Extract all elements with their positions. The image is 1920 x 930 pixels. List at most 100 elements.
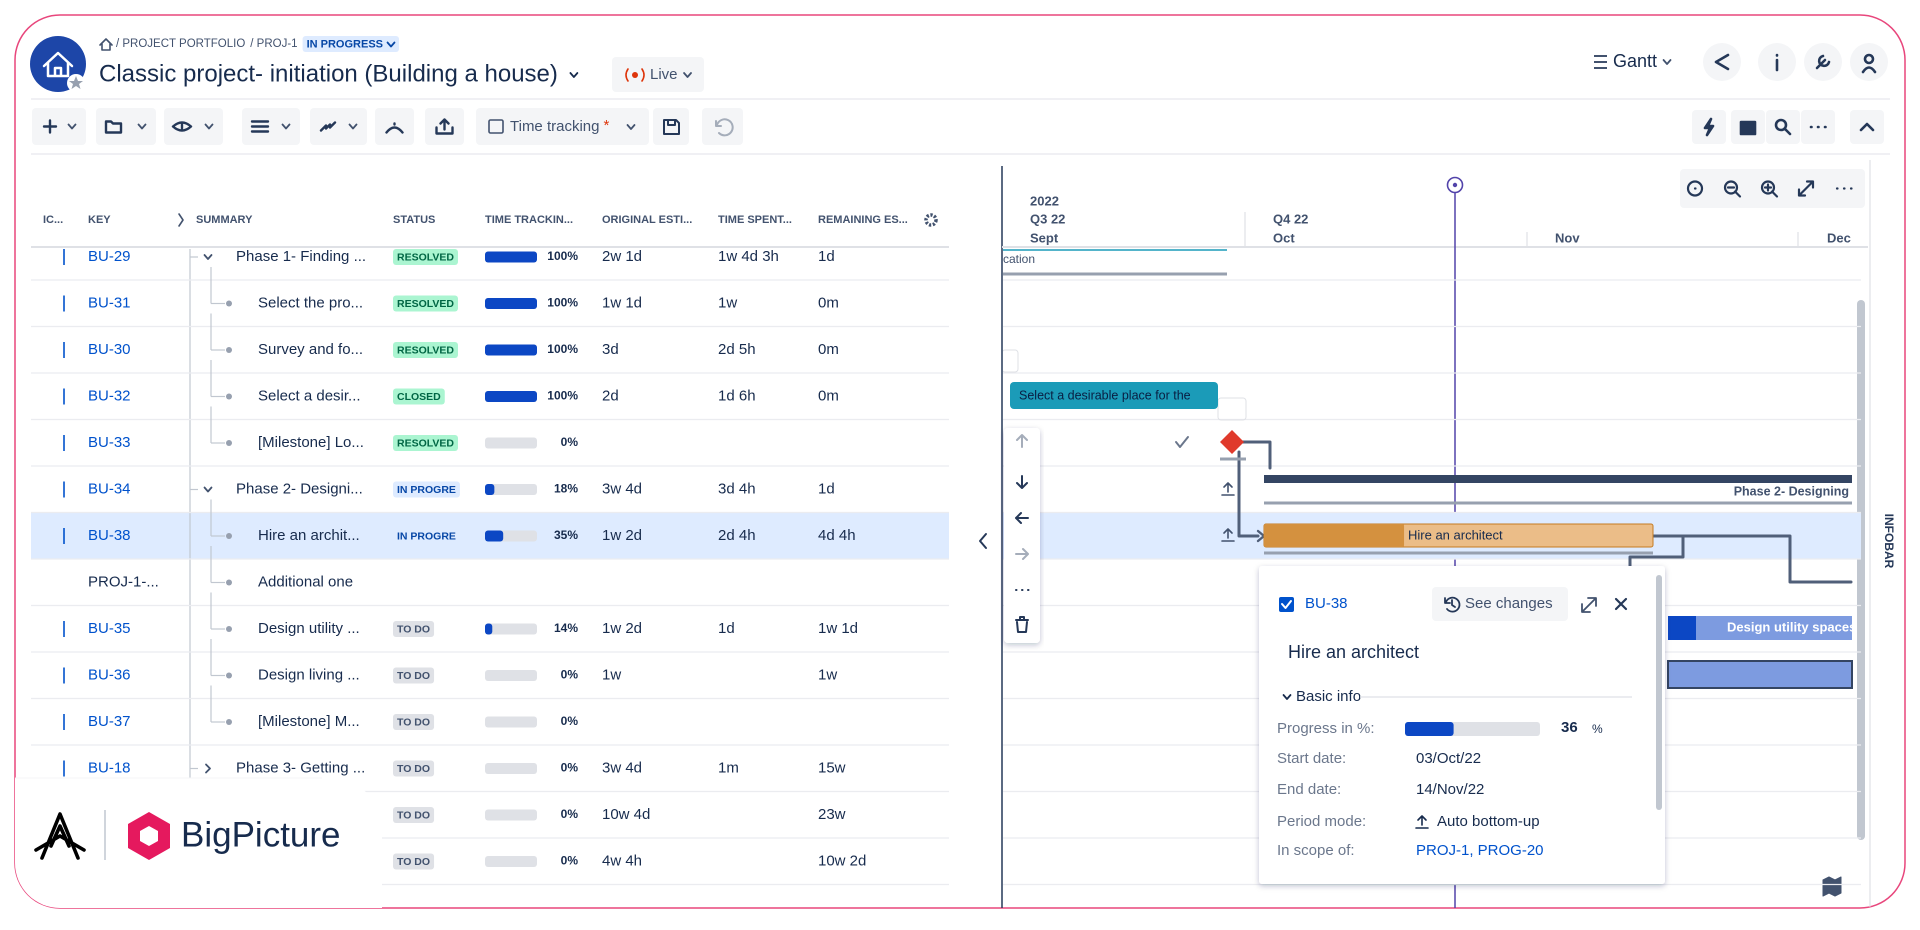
breadcrumb-item[interactable]: / PROJ-1	[250, 38, 297, 50]
table-row[interactable]: BU-34 Phase 2- Designi... IN PROGRE 18% 3w 4…	[31, 480, 949, 514]
bar-action-icon[interactable]	[1015, 512, 1029, 524]
popup-issue-key[interactable]: BU-38	[1305, 595, 1348, 612]
timeline-month: Sept	[1030, 230, 1059, 245]
toolbar-icon	[104, 120, 123, 134]
column-header[interactable]: STATUS	[393, 214, 435, 226]
issue-key[interactable]: BU-29	[88, 248, 131, 265]
column-header[interactable]: TIME SPENT...	[718, 214, 792, 226]
dependency-line	[1238, 440, 1272, 470]
field-label: End date:	[1277, 781, 1341, 798]
task-bar-remaining[interactable]	[1668, 616, 1852, 640]
toolbar-button[interactable]	[164, 108, 223, 145]
progress-value[interactable]: 36	[1561, 719, 1578, 736]
table-row[interactable]: BU-32 Select a desir... CLOSED 100% 2d 1d 6h 0…	[31, 360, 949, 421]
toolbar-icon	[250, 120, 270, 133]
status-label: TO DO	[397, 716, 430, 728]
toolbar-icon	[385, 122, 404, 134]
expand-icon[interactable]	[1581, 597, 1597, 613]
table-row[interactable]: PROJ-1-... Additional one	[31, 546, 949, 607]
issue-key[interactable]: BU-31	[88, 294, 131, 311]
issue-key[interactable]: BU-37	[88, 713, 131, 730]
column-header[interactable]: IC...	[43, 214, 63, 226]
breadcrumb-home-icon	[99, 38, 113, 51]
zoom-toolbar	[1680, 169, 1865, 208]
task-bar[interactable]	[1010, 382, 1218, 409]
collapse-chevron	[203, 254, 213, 260]
breadcrumb-item[interactable]: / PROJECT PORTFOLIO	[116, 38, 245, 50]
column-header[interactable]: REMAINING ES...	[818, 214, 908, 226]
time-value: 10w 2d	[818, 852, 866, 869]
issue-key[interactable]: BU-36	[88, 666, 131, 683]
toolbar-button[interactable]	[32, 108, 86, 145]
live-label[interactable]: Live	[650, 66, 678, 83]
status-label: RESOLVED	[397, 437, 454, 449]
toolbar-button[interactable]	[310, 108, 367, 145]
save-button[interactable]	[653, 108, 689, 145]
live-button[interactable]	[612, 57, 704, 92]
toolbar-button[interactable]	[242, 108, 300, 145]
home-icon	[42, 51, 74, 78]
tree-node	[226, 347, 232, 353]
time-value: 0m	[818, 341, 839, 358]
progress-label: 100%	[547, 296, 578, 310]
view-name[interactable]: Time tracking	[510, 118, 599, 135]
issue-key[interactable]: BU-18	[88, 759, 131, 776]
progress-fill	[485, 298, 537, 309]
toolbar-icon	[319, 121, 337, 132]
app: / PROJECT PORTFOLIO / PROJ-1 IN PROGRESS Cl…	[15, 36, 1896, 908]
unsaved-marker: *	[603, 117, 609, 134]
title-chevron	[569, 72, 579, 78]
table-row[interactable]: BU-18 Phase 3- Getting ... TO DO 0% 3w 4d 1m 1…	[31, 759, 949, 793]
header-icon-button[interactable]	[1703, 43, 1741, 81]
progress-fill	[485, 344, 537, 356]
infobar-tab[interactable]: INFOBAR	[1882, 514, 1896, 569]
time-value: 4d 4h	[818, 527, 856, 544]
issue-key[interactable]: BU-35	[88, 620, 131, 637]
progress-fill	[485, 530, 504, 542]
close-icon[interactable]	[1614, 597, 1628, 611]
issue-key[interactable]: BU-34	[88, 480, 131, 497]
popup-scrollbar	[1656, 575, 1662, 810]
bar-label: cation	[1003, 252, 1035, 266]
status-label[interactable]: IN PROGRESS	[307, 38, 383, 50]
table-row[interactable]: BU-33 [Milestone] Lo... RESOLVED 0%	[31, 406, 949, 467]
issue-key[interactable]: BU-33	[88, 434, 131, 451]
status-label: TO DO	[397, 856, 430, 868]
summary-bar[interactable]	[1264, 475, 1852, 483]
undo-button[interactable]	[702, 108, 743, 145]
view-dropdown[interactable]	[476, 108, 649, 145]
task-bar[interactable]	[1667, 660, 1853, 689]
view-switcher[interactable]: Gantt	[1613, 51, 1657, 71]
settings-icon[interactable]	[924, 213, 938, 227]
section-title[interactable]: Basic info	[1296, 688, 1361, 705]
column-header[interactable]: ORIGINAL ESTI...	[602, 214, 692, 226]
toolbar-button[interactable]	[96, 108, 156, 145]
bar-action-icon[interactable]	[1016, 434, 1028, 448]
bar-action-icon[interactable]	[1015, 616, 1029, 633]
issue-key[interactable]: BU-32	[88, 387, 131, 404]
milestone[interactable]	[1220, 430, 1244, 454]
table-row[interactable]: BU-38 Hire an archit... IN PROGRE 35% 1w 2d 2…	[31, 499, 949, 560]
bar-action-icon[interactable]	[1015, 548, 1029, 560]
column-header[interactable]: KEY	[88, 214, 111, 226]
toolbar-right-button[interactable]	[1766, 110, 1800, 144]
issue-key[interactable]: BU-38	[88, 527, 131, 544]
toolbar-right-button[interactable]	[1850, 110, 1884, 144]
toolbar-chevron	[348, 123, 358, 130]
today-marker-dot	[1452, 182, 1458, 188]
field-value[interactable]: PROJ-1, PROG-20	[1416, 842, 1544, 859]
table-row[interactable]: BU-36 Design living ... TO DO 0% 1w 1w	[31, 639, 949, 700]
table-row[interactable]: BU-31 Select the pro... RESOLVED 100% 1w 1d 1…	[31, 267, 949, 328]
toolbar-icon	[171, 121, 193, 132]
issue-key[interactable]: BU-30	[88, 341, 131, 358]
column-header[interactable]: SUMMARY	[196, 214, 253, 226]
table-row[interactable]: BU-35 Design utility ... TO DO 14% 1w 2d 1d 1w…	[31, 592, 949, 653]
see-changes-button[interactable]	[1432, 587, 1568, 621]
bar-action-icon[interactable]	[1016, 475, 1028, 489]
table-row[interactable]: BU-30 Survey and fo... RESOLVED 100% 3d 2d 5h…	[31, 313, 949, 374]
table-row[interactable]: BU-29 Phase 1- Finding ... RESOLVED 100% 2w …	[31, 248, 949, 281]
issue-summary: Additional one	[258, 573, 353, 590]
table-row[interactable]: TO DO 0% 10w 4d 23w	[31, 806, 949, 839]
table-row[interactable]: BU-37 [Milestone] M... TO DO 0%	[31, 685, 949, 746]
column-header[interactable]: TIME TRACKIN...	[485, 214, 573, 226]
